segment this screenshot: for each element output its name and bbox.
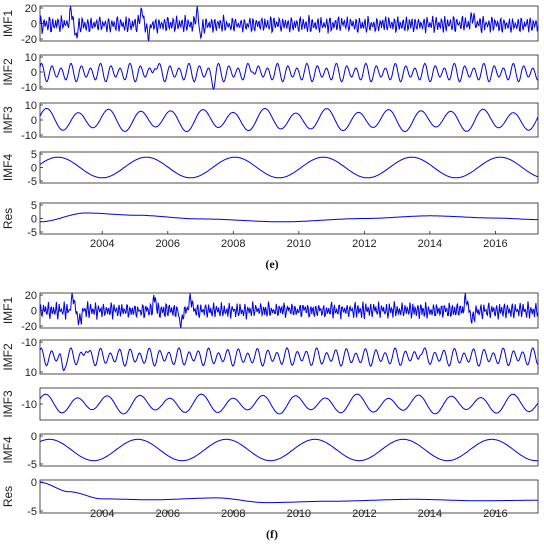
fig1-xtick-label: 2008 [221,508,245,520]
fig1-imf4-ytick-label: -5 [27,459,37,471]
fig1-res-ytick-label: -5 [27,506,37,518]
fig1-imf1-ytick-label: 0 [31,306,37,318]
fig0-res-series-line [40,212,538,223]
fig0-imf1-ytick-label: 20 [25,3,37,15]
fig0-res-ytick-label: 0 [31,214,37,226]
fig1-imf2-axes-frame [39,339,539,375]
fig0-res-ytick-label: 5 [31,200,37,212]
fig0-xtick-label: 2014 [418,238,442,250]
fig1-imf2-ytick-label: 10 [25,367,37,379]
fig1-imf1-ytick-label: 20 [25,290,37,302]
fig1-imf3-ytick-label: -10 [21,399,37,411]
fig0-imf2-ytick-label: 10 [25,52,37,64]
fig0-imf2-axes-frame [39,54,539,90]
fig1-xtick-label: 2016 [483,508,507,520]
fig1-imf4-axes-frame [39,433,539,467]
fig0-xtick-label: 2012 [352,238,376,250]
fig1-imf2-ylabel: IMF2 [1,343,15,371]
fig1-res-ytick-label: 0 [31,477,37,489]
fig1-imf3-series-line [39,393,539,415]
fig1-imf1-ytick-label: -20 [21,321,37,333]
fig0-imf2-ylabel: IMF2 [1,58,15,86]
fig0-imf3-series-line [39,107,539,133]
fig0-imf3-ylabel: IMF3 [1,106,15,134]
fig1-imf2-ytick-label: -10 [21,337,37,349]
fig0-imf2-ytick-label: -10 [21,82,37,94]
fig1-xtick-label: 2014 [418,508,442,520]
fig0-imf4-ytick-label: -5 [27,176,37,188]
fig0-caption: (e) [265,257,278,271]
fig0-res-ytick-label: -5 [27,227,37,239]
fig0-imf4-ytick-label: 5 [31,149,37,161]
fig1-imf1-series-line [39,292,539,329]
fig1-res-ylabel: Res [1,486,15,507]
fig0-imf1-series-line [39,5,539,42]
fig1-imf2-series-line [39,347,539,372]
fig1-xtick-label: 2012 [352,508,376,520]
fig1-res-axes-frame [39,479,539,514]
fig0-xtick-label: 2010 [287,238,311,250]
fig1-xtick-label: 2006 [156,508,180,520]
fig0-imf3-ytick-label: 10 [25,100,37,112]
fig1-imf4-series-line [39,438,538,462]
fig0-imf2-ytick-label: 0 [31,67,37,79]
fig0-res-axes-frame [39,202,539,235]
fig1-imf4-ytick-label: 0 [31,431,37,443]
fig0-imf2-series-line [39,62,539,91]
fig0-imf1-ytick-label: -20 [21,34,37,46]
fig1-xtick-label: 2004 [90,508,114,520]
fig0-res-ylabel: Res [1,208,15,229]
fig0-xtick-label: 2008 [221,238,245,250]
fig0-imf4-axes-frame [39,151,539,184]
fig0-xtick-label: 2004 [90,238,114,250]
fig0-imf4-ylabel: IMF4 [1,154,15,182]
fig0-xtick-label: 2006 [156,238,180,250]
fig1-imf1-ylabel: IMF1 [1,297,15,325]
fig1-imf3-ylabel: IMF3 [1,390,15,418]
fig1-caption: (f) [266,527,278,541]
fig1-imf4-ylabel: IMF4 [1,436,15,464]
fig0-imf1-ylabel: IMF1 [1,10,15,38]
fig0-imf4-series-line [39,156,539,179]
fig1-xtick-label: 2010 [287,508,311,520]
fig0-imf3-ytick-label: 0 [31,115,37,127]
fig0-imf3-ytick-label: -10 [21,130,37,142]
fig0-xtick-label: 2016 [483,238,507,250]
fig0-imf1-ytick-label: 0 [31,19,37,31]
fig0-imf4-ytick-label: 0 [31,163,37,175]
fig1-res-series-line [40,481,538,504]
